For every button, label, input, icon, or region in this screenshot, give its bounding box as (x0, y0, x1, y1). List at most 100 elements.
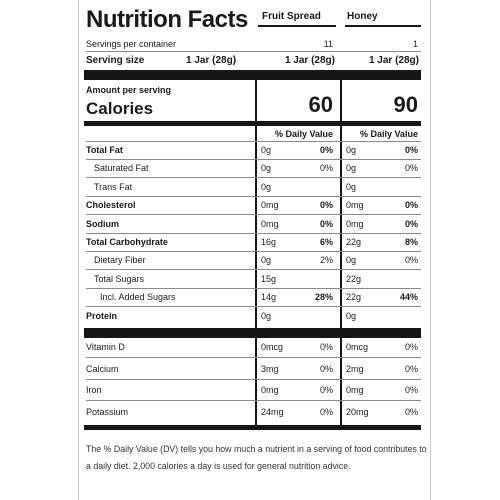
row-rule (86, 177, 421, 178)
nutrient-amount-honey: 0g (346, 255, 357, 265)
nutrient-amount-honey: 22g (346, 292, 362, 302)
column-header-rule-1 (258, 25, 336, 27)
nutrient-amount-honey: 22g (346, 274, 362, 284)
thick-bar-top (84, 70, 421, 80)
nutrient-dv-fruit-spread: 6% (319, 237, 333, 247)
nutrient-name: Cholesterol (86, 200, 136, 210)
column-header-honey: Honey (347, 11, 378, 22)
column-divider-2 (340, 80, 342, 425)
serving-size-fruit-spread: 1 Jar (28g) (284, 55, 335, 66)
calories-label: Calories (86, 99, 154, 118)
dv-header-rule (86, 141, 421, 142)
nutrient-amount-fruit-spread: 0g (261, 182, 272, 192)
vitamin-dv-honey: 0% (404, 407, 418, 417)
nutrient-amount-honey: 0mg (346, 200, 364, 210)
row-rule (86, 379, 421, 380)
serving-size-main: 1 Jar (28g) (186, 55, 237, 66)
left-edge (78, 0, 79, 500)
nutrient-amount-fruit-spread: 15g (261, 274, 277, 284)
medium-bar-bottom (84, 425, 421, 430)
nutrient-dv-fruit-spread: 0% (319, 163, 333, 173)
medium-bar-calories (84, 121, 421, 126)
vitamin-amount-honey: 0mcg (346, 342, 369, 352)
row-rule (86, 214, 421, 215)
vitamin-amount-fruit-spread: 0mcg (261, 342, 284, 352)
nutrient-dv-honey: 8% (404, 237, 418, 247)
nutrient-name: Incl. Added Sugars (100, 292, 176, 302)
dv-header-fruit-spread: % Daily Value (274, 129, 333, 139)
row-rule (86, 357, 421, 358)
nutrient-name: Trans Fat (94, 182, 133, 192)
nutrient-amount-honey: 0g (346, 145, 357, 155)
footnote-line-1: The % Daily Value (DV) tells you how muc… (86, 444, 427, 454)
servings-per-container-label: Servings per container (86, 39, 177, 49)
nutrient-dv-fruit-spread: 0% (319, 219, 333, 229)
nutrient-amount-honey: 0g (346, 182, 357, 192)
vitamin-name: Vitamin D (86, 342, 125, 352)
nutrient-amount-fruit-spread: 0g (261, 255, 272, 265)
row-rule (86, 233, 421, 234)
nutrient-amount-fruit-spread: 16g (261, 237, 277, 247)
nutrient-name: Sodium (86, 219, 119, 229)
row-rule (86, 400, 421, 401)
vitamin-dv-fruit-spread: 0% (319, 364, 333, 374)
nutrient-name: Saturated Fat (94, 163, 149, 173)
thick-bar-vitamins (84, 328, 421, 338)
nutrient-amount-honey: 0g (346, 311, 357, 321)
vitamin-name: Calcium (86, 364, 119, 374)
amount-per-serving: Amount per serving (86, 85, 172, 95)
nutrient-dv-honey: 0% (404, 219, 418, 229)
vitamin-amount-honey: 20mg (346, 407, 369, 417)
vitamin-dv-fruit-spread: 0% (319, 407, 333, 417)
right-edge (430, 0, 431, 500)
vitamin-amount-fruit-spread: 24mg (261, 407, 284, 417)
column-header-fruit-spread: Fruit Spread (262, 11, 321, 22)
nutrient-amount-fruit-spread: 14g (261, 292, 277, 302)
serving-size-label: Serving size (86, 55, 145, 66)
vitamin-dv-honey: 0% (404, 364, 418, 374)
nutrient-dv-honey: 0% (404, 163, 418, 173)
row-rule (86, 306, 421, 307)
nutrient-dv-honey: 0% (404, 145, 418, 155)
nutrient-name: Dietary Fiber (94, 255, 146, 265)
nutrient-dv-fruit-spread: 28% (314, 292, 333, 302)
nutrient-amount-honey: 22g (346, 237, 362, 247)
vitamin-dv-honey: 0% (404, 342, 418, 352)
row-rule (86, 269, 421, 270)
nutrient-amount-fruit-spread: 0mg (261, 219, 279, 229)
nutrient-amount-fruit-spread: 0g (261, 311, 272, 321)
nutrient-name: Protein (86, 311, 118, 321)
nutrient-amount-fruit-spread: 0g (261, 163, 272, 173)
vitamin-dv-fruit-spread: 0% (319, 385, 333, 395)
nutrient-amount-fruit-spread: 0g (261, 145, 272, 155)
nutrient-amount-fruit-spread: 0mg (261, 200, 279, 210)
row-rule (86, 159, 421, 160)
row-rule (86, 251, 421, 252)
nutrient-dv-honey: 44% (399, 292, 418, 302)
column-divider-1 (255, 80, 257, 425)
vitamin-amount-honey: 0mg (346, 385, 364, 395)
vitamin-dv-fruit-spread: 0% (319, 342, 333, 352)
nutrient-name: Total Carbohydrate (86, 237, 168, 247)
dv-header-honey: % Daily Value (359, 129, 418, 139)
nutrient-dv-fruit-spread: 0% (319, 200, 333, 210)
nutrient-dv-honey: 0% (404, 255, 418, 265)
vitamin-dv-honey: 0% (404, 385, 418, 395)
nutrient-name: Total Sugars (94, 274, 145, 284)
vitamin-amount-honey: 2mg (346, 364, 364, 374)
vitamin-name: Potassium (86, 407, 129, 417)
calories-honey: 90 (393, 92, 418, 117)
nutrient-dv-honey: 0% (404, 200, 418, 210)
servings-honey: 1 (412, 39, 418, 49)
nutrient-amount-honey: 0g (346, 163, 357, 173)
serving-size-honey: 1 Jar (28g) (368, 55, 419, 66)
footnote-line-2: a daily diet. 2,000 calories a day is us… (86, 461, 351, 471)
label-title: Nutrition Facts (86, 6, 248, 33)
nutrient-dv-fruit-spread: 0% (319, 145, 333, 155)
servings-rule (86, 51, 421, 52)
row-rule (86, 288, 421, 289)
nutrient-dv-fruit-spread: 2% (319, 255, 333, 265)
calories-fruit-spread: 60 (308, 92, 333, 117)
nutrient-amount-honey: 0mg (346, 219, 364, 229)
vitamin-amount-fruit-spread: 0mg (261, 385, 279, 395)
